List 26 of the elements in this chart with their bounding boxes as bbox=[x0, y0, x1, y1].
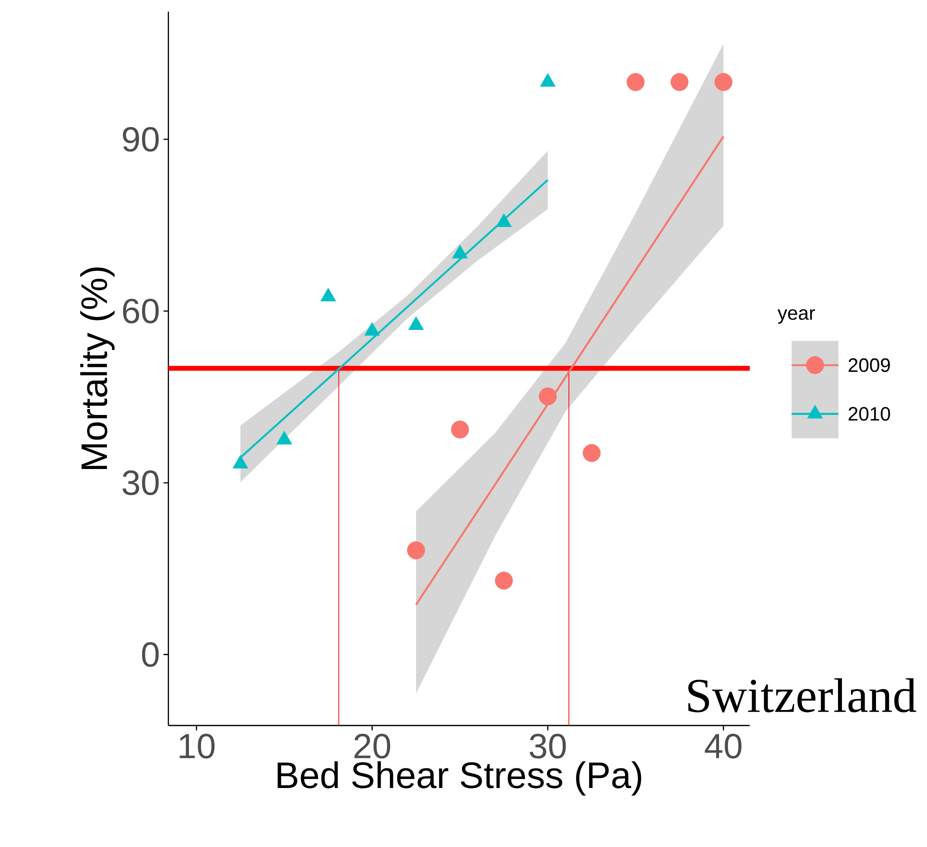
y-tick-label: 90 bbox=[122, 126, 159, 152]
point bbox=[538, 387, 557, 406]
point bbox=[496, 213, 512, 227]
legend-label: 2010 bbox=[848, 406, 890, 421]
point bbox=[408, 316, 424, 330]
legend-label: 2009 bbox=[848, 358, 890, 372]
y-tick-label: 30 bbox=[122, 470, 159, 496]
point bbox=[451, 420, 469, 438]
point bbox=[582, 444, 601, 462]
point bbox=[320, 288, 336, 302]
x-axis-title: Bed Shear Stress (Pa) bbox=[278, 761, 642, 796]
x-tick-label: 30 bbox=[530, 734, 566, 758]
point bbox=[452, 244, 468, 258]
point bbox=[494, 572, 513, 590]
annotation: Switzerland bbox=[688, 678, 916, 712]
y-tick-label: 0 bbox=[142, 642, 159, 667]
line-series bbox=[415, 135, 724, 606]
point bbox=[540, 73, 556, 87]
point bbox=[364, 322, 380, 336]
x-tick-label: 40 bbox=[704, 734, 742, 758]
point bbox=[407, 541, 426, 560]
x-tick-label: 10 bbox=[180, 734, 215, 758]
y-tick-label: 60 bbox=[123, 298, 159, 324]
x-tick-label: 20 bbox=[354, 734, 390, 758]
y-axis-title: Mortality (%) bbox=[80, 267, 115, 469]
legend-title: year bbox=[778, 309, 815, 324]
